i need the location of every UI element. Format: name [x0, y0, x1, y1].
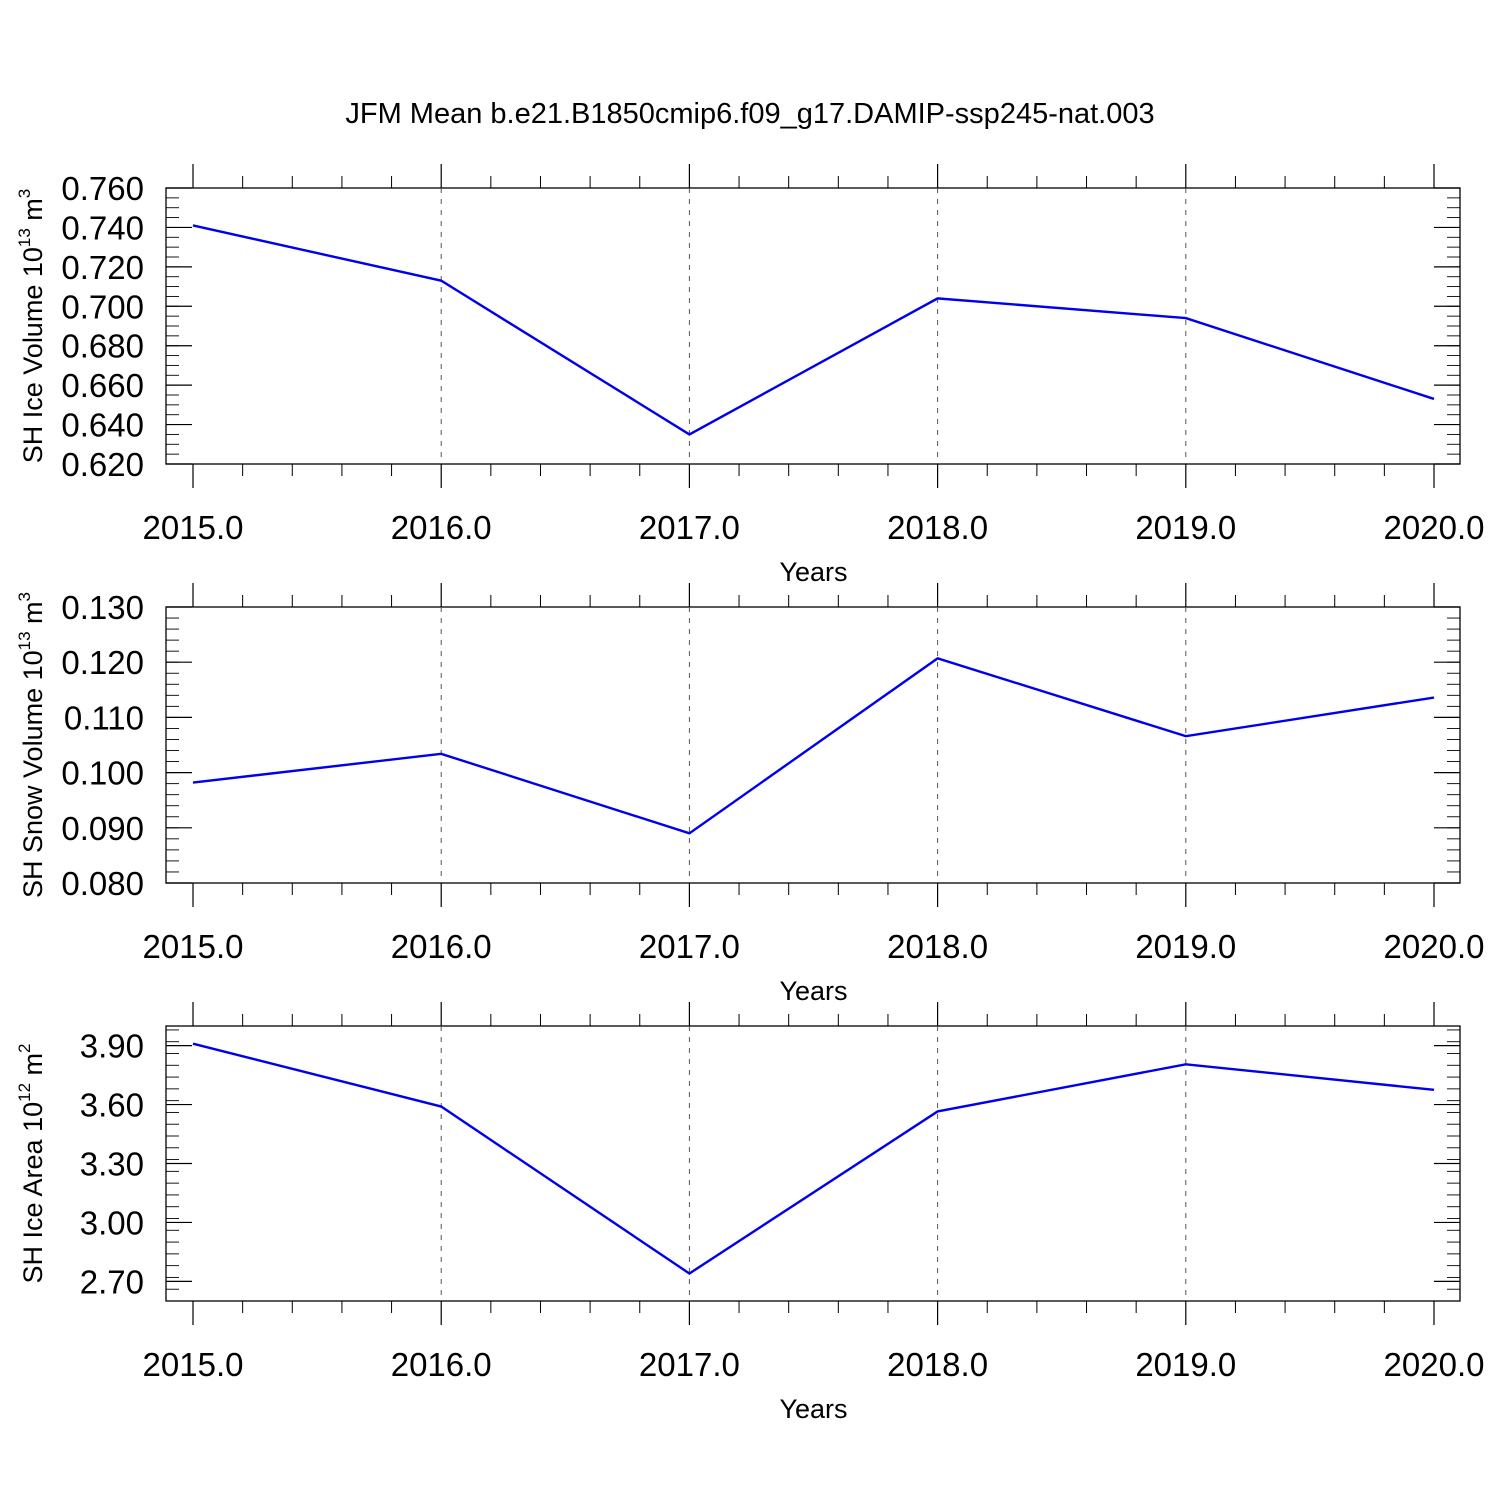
x-tick-label: 2015.0	[143, 509, 244, 546]
y-axis-title-text: SH Ice Volume 10	[18, 247, 48, 463]
x-tick-label: 2016.0	[391, 509, 492, 546]
x-tick-label: 2016.0	[391, 928, 492, 965]
y-axis-title: SH Ice Area 1012 m2	[15, 1044, 48, 1284]
y-axis-title-exponent: 13	[15, 631, 34, 650]
x-tick-label: 2018.0	[887, 1346, 988, 1383]
y-axis-title-unit: m	[18, 198, 48, 228]
y-tick-label: 0.080	[61, 865, 144, 902]
y-tick-label: 0.100	[61, 755, 144, 792]
y-tick-label: 0.740	[61, 209, 144, 246]
x-tick-label: 2020.0	[1384, 509, 1485, 546]
x-axis-title: Years	[779, 557, 847, 587]
y-tick-label: 0.700	[61, 288, 144, 325]
chart-panel-1: 2015.0 2016.0 2017.0 2018.0 2019.0 2020.0 Year…	[15, 164, 1484, 587]
series-line	[192, 1042, 1435, 1275]
y-tick-label: 3.30	[80, 1146, 144, 1183]
y-tick-label: 0.640	[61, 407, 144, 444]
y-tick-label: 0.090	[61, 810, 144, 847]
y-tick-label: 0.620	[61, 446, 144, 483]
y-axis-title-unit: m	[18, 601, 48, 631]
y-axis-title-exponent: 13	[15, 228, 34, 247]
y-tick-label: 0.130	[61, 589, 144, 626]
chart-panel-2: 2015.0 2016.0 2017.0 2018.0 2019.0 2020.0 Year…	[15, 583, 1484, 1006]
x-tick-label: 2017.0	[639, 1346, 740, 1383]
x-tick-label: 2015.0	[143, 1346, 244, 1383]
y-tick-label: 3.90	[80, 1028, 144, 1065]
y-tick-label: 0.720	[61, 249, 144, 286]
x-tick-label: 2019.0	[1135, 1346, 1236, 1383]
plot-frame	[165, 606, 1461, 884]
y-axis-title: SH Ice Volume 1013 m3	[15, 189, 48, 464]
y-tick-label: 0.120	[61, 644, 144, 681]
y-axis-title-text: SH Snow Volume 10	[18, 650, 48, 898]
y-tick-label: 3.00	[80, 1204, 144, 1241]
x-axis-title: Years	[779, 1394, 847, 1424]
y-tick-label: 0.680	[61, 328, 144, 365]
x-tick-label: 2018.0	[887, 509, 988, 546]
x-tick-label: 2019.0	[1135, 509, 1236, 546]
y-axis-title-unit-exponent: 2	[15, 1044, 34, 1053]
y-tick-label: 3.60	[80, 1087, 144, 1124]
x-tick-label: 2017.0	[639, 509, 740, 546]
x-tick-label: 2019.0	[1135, 928, 1236, 965]
x-axis-title: Years	[779, 976, 847, 1006]
x-tick-label: 2016.0	[391, 1346, 492, 1383]
series-line	[192, 224, 1435, 436]
x-tick-label: 2020.0	[1384, 1346, 1485, 1383]
y-axis-title-exponent: 12	[15, 1083, 34, 1102]
y-tick-label: 0.760	[61, 170, 144, 207]
y-axis-title-text: SH Ice Area 10	[18, 1102, 48, 1284]
y-axis-title-unit-exponent: 3	[15, 189, 34, 198]
x-tick-label: 2018.0	[887, 928, 988, 965]
x-tick-label: 2020.0	[1384, 928, 1485, 965]
series-line	[192, 657, 1435, 835]
plot-frame	[165, 1025, 1461, 1302]
y-tick-label: 0.660	[61, 367, 144, 404]
x-tick-label: 2015.0	[143, 928, 244, 965]
y-axis-title-unit: m	[18, 1053, 48, 1083]
plot-frame	[165, 187, 1461, 465]
y-tick-label: 0.110	[64, 699, 144, 736]
page-title: JFM Mean b.e21.B1850cmip6.f09_g17.DAMIP-…	[345, 98, 1155, 130]
chart-panel-3: 2015.0 2016.0 2017.0 2018.0 2019.0 2020.0 Year…	[15, 1002, 1484, 1424]
y-tick-label: 2.70	[80, 1263, 144, 1300]
y-axis-title: SH Snow Volume 1013 m3	[15, 592, 48, 898]
y-axis-title-unit-exponent: 3	[15, 592, 34, 601]
x-tick-label: 2017.0	[639, 928, 740, 965]
